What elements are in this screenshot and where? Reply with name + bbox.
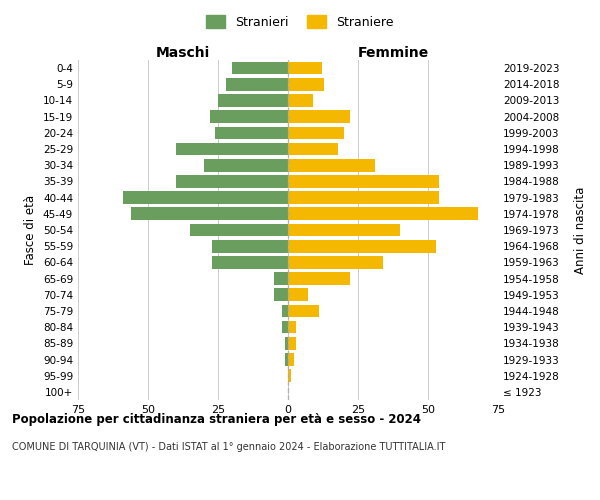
Bar — [176, 175, 288, 188]
Bar — [218, 94, 288, 107]
Bar — [283, 321, 288, 334]
Bar — [288, 94, 313, 107]
Bar — [283, 304, 288, 318]
Bar — [204, 159, 288, 172]
Y-axis label: Fasce di età: Fasce di età — [25, 195, 37, 265]
Bar — [288, 337, 296, 349]
Bar — [212, 256, 288, 268]
Bar — [288, 208, 478, 220]
Text: COMUNE DI TARQUINIA (VT) - Dati ISTAT al 1° gennaio 2024 - Elaborazione TUTTITAL: COMUNE DI TARQUINIA (VT) - Dati ISTAT al… — [12, 442, 445, 452]
Legend: Stranieri, Straniere: Stranieri, Straniere — [203, 11, 397, 32]
Bar — [215, 126, 288, 139]
Bar — [288, 142, 338, 156]
Bar — [288, 175, 439, 188]
Bar — [285, 337, 288, 349]
Text: Popolazione per cittadinanza straniera per età e sesso - 2024: Popolazione per cittadinanza straniera p… — [12, 412, 421, 426]
Bar — [288, 321, 296, 334]
Bar — [288, 192, 439, 204]
Bar — [131, 208, 288, 220]
Bar — [209, 110, 288, 123]
Bar — [274, 288, 288, 301]
Y-axis label: Anni di nascita: Anni di nascita — [574, 186, 587, 274]
Bar — [212, 240, 288, 252]
Text: Femmine: Femmine — [358, 46, 428, 60]
Bar — [288, 272, 350, 285]
Bar — [226, 78, 288, 90]
Bar — [288, 256, 383, 268]
Bar — [176, 142, 288, 156]
Bar — [288, 78, 325, 90]
Text: Maschi: Maschi — [156, 46, 210, 60]
Bar — [288, 304, 319, 318]
Bar — [123, 192, 288, 204]
Bar — [288, 224, 400, 236]
Bar — [288, 126, 344, 139]
Bar — [288, 240, 436, 252]
Bar — [288, 110, 350, 123]
Bar — [190, 224, 288, 236]
Bar — [274, 272, 288, 285]
Bar — [232, 62, 288, 74]
Bar — [288, 159, 375, 172]
Bar — [288, 288, 308, 301]
Bar — [285, 353, 288, 366]
Bar — [288, 62, 322, 74]
Bar — [288, 353, 293, 366]
Bar — [288, 370, 291, 382]
